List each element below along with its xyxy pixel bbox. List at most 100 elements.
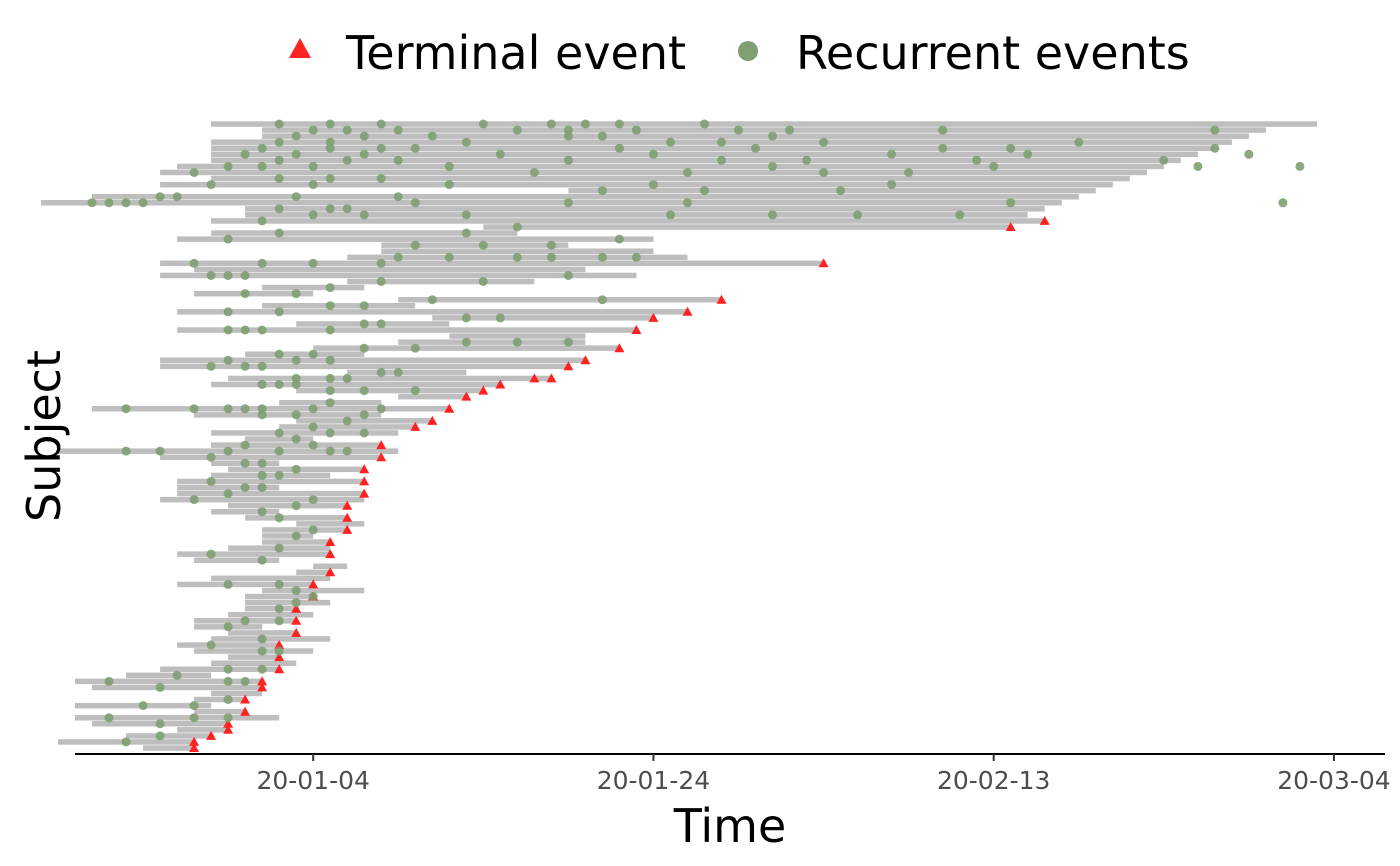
- follow-up-bar: [245, 436, 314, 442]
- recurrent-event-marker: [597, 186, 607, 196]
- terminal-event-marker: [257, 682, 268, 692]
- recurrent-event-marker: [189, 713, 199, 723]
- follow-up-bar: [177, 327, 637, 333]
- follow-up-bar: [568, 187, 1096, 194]
- terminal-event-marker: [359, 464, 370, 474]
- recurrent-event-marker: [257, 458, 267, 468]
- follow-up-bar: [194, 696, 246, 703]
- recurrent-event-marker: [376, 319, 386, 329]
- recurrent-event-marker: [274, 204, 284, 214]
- recurrent-event-marker: [666, 137, 675, 147]
- recurrent-event-marker: [291, 131, 301, 141]
- recurrent-event-marker: [768, 210, 777, 220]
- recurrent-event-marker: [359, 343, 369, 353]
- recurrent-event-marker: [342, 125, 352, 135]
- recurrent-event-marker: [308, 422, 318, 432]
- recurrent-event-marker: [257, 646, 267, 656]
- recurrent-event-marker: [240, 616, 250, 626]
- recurrent-event-marker: [240, 361, 250, 371]
- recurrent-event-marker: [325, 301, 335, 311]
- recurrent-event-marker: [325, 325, 335, 335]
- recurrent-event-marker: [359, 210, 369, 220]
- terminal-event-marker: [325, 549, 336, 559]
- recurrent-event-marker: [376, 404, 386, 414]
- recurrent-event-marker: [614, 119, 624, 129]
- recurrent-event-marker: [206, 271, 216, 280]
- terminal-event-marker: [342, 512, 353, 522]
- recurrent-event-marker: [325, 398, 335, 408]
- follow-up-bar: [313, 563, 348, 569]
- recurrent-event-marker: [768, 161, 777, 171]
- terminal-event-marker: [580, 355, 591, 365]
- recurrent-event-marker: [955, 210, 965, 220]
- follow-up-bar: [160, 363, 569, 370]
- terminal-event-marker: [291, 615, 302, 625]
- recurrent-event-marker: [274, 228, 284, 238]
- follow-up-bar: [194, 266, 586, 273]
- recurrent-event-marker: [223, 325, 233, 335]
- recurrent-event-marker: [359, 386, 369, 396]
- recurrent-event-marker: [257, 555, 267, 565]
- x-axis-title: Time: [673, 799, 787, 853]
- follow-up-bar: [211, 660, 297, 666]
- recurrent-event-marker: [700, 186, 709, 196]
- follow-up-bar: [449, 333, 586, 339]
- recurrent-event-marker: [1159, 155, 1169, 165]
- recurrent-event-marker: [189, 258, 199, 268]
- recurrent-event-marker: [274, 380, 284, 389]
- recurrent-event-marker: [206, 180, 216, 190]
- recurrent-event-marker: [342, 416, 352, 426]
- follow-up-bar: [262, 539, 331, 545]
- follow-up-bar: [211, 230, 518, 236]
- follow-up-bar: [262, 533, 314, 539]
- terminal-event-marker: [291, 603, 302, 613]
- recurrent-event-marker: [240, 404, 250, 414]
- terminal-event-marker: [546, 373, 557, 383]
- recurrent-event-marker: [121, 737, 131, 747]
- follow-up-bar: [245, 351, 365, 357]
- recurrent-event-marker: [1210, 125, 1220, 135]
- follow-up-bar: [228, 630, 297, 636]
- recurrent-event-marker: [189, 701, 199, 711]
- terminal-event-marker: [240, 706, 251, 716]
- recurrent-event-marker: [189, 495, 199, 505]
- recurrent-event-marker: [257, 361, 267, 371]
- recurrent-event-marker: [359, 319, 369, 329]
- follow-up-bar: [75, 715, 280, 721]
- terminal-event-marker: [1005, 222, 1016, 231]
- terminal-event-marker: [189, 736, 200, 746]
- terminal-event-marker: [257, 676, 268, 686]
- recurrent-event-marker: [427, 131, 437, 141]
- recurrent-event-marker: [359, 410, 369, 420]
- follow-up-bar: [160, 666, 280, 672]
- recurrent-event-marker: [342, 204, 352, 214]
- terminal-event-marker: [648, 312, 659, 322]
- recurrent-event-marker: [104, 198, 114, 208]
- recurrent-event-marker: [257, 216, 267, 226]
- recurrent-event-marker: [359, 428, 369, 438]
- follow-up-bar: [211, 690, 263, 697]
- recurrent-event-marker: [274, 446, 284, 456]
- recurrent-event-marker: [359, 149, 369, 159]
- recurrent-event-marker: [393, 155, 403, 165]
- follow-up-bar: [92, 194, 1079, 200]
- follow-up-bar: [177, 490, 365, 497]
- recurrent-event-marker: [308, 210, 318, 220]
- recurrent-event-marker: [461, 137, 471, 147]
- recurrent-event-marker: [563, 271, 573, 280]
- follow-up-bar: [194, 708, 246, 715]
- recurrent-event-marker: [291, 192, 301, 202]
- recurrent-event-marker: [308, 349, 318, 359]
- recurrent-event-marker: [717, 155, 726, 165]
- terminal-event-marker: [376, 440, 387, 450]
- recurrent-event-marker: [887, 180, 897, 190]
- follow-up-bar: [160, 454, 382, 460]
- follow-up-bar: [41, 200, 1062, 206]
- recurrent-event-marker: [1278, 198, 1288, 208]
- terminal-event-marker: [308, 579, 319, 589]
- recurrent-event-marker: [597, 295, 607, 305]
- follow-up-bar: [160, 496, 365, 503]
- recurrent-event-marker: [683, 198, 692, 208]
- recurrent-event-marker: [223, 664, 233, 674]
- follow-up-bar: [262, 587, 365, 594]
